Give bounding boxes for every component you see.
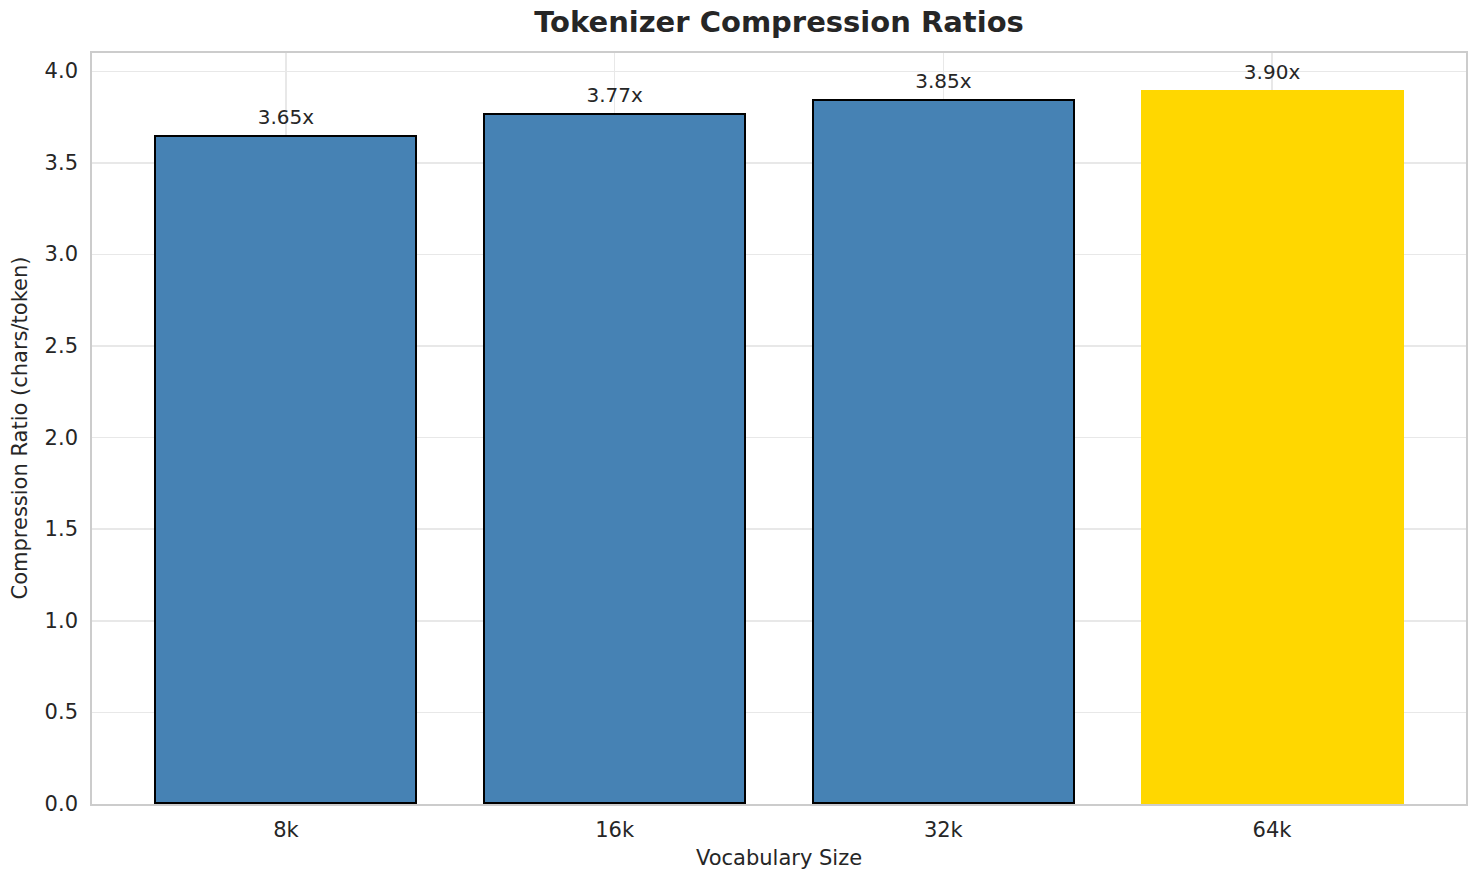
y-tick-label: 4.0 xyxy=(45,57,78,85)
x-axis-label: Vocabulary Size xyxy=(90,845,1468,871)
figure: Tokenizer Compression Ratios Compression… xyxy=(0,0,1484,885)
y-tick-label: 3.5 xyxy=(45,149,78,177)
bar-8k xyxy=(154,135,417,804)
x-tick-label: 32k xyxy=(924,816,963,844)
y-tick-label: 0.5 xyxy=(45,698,78,726)
y-tick-label: 3.0 xyxy=(45,240,78,268)
chart-title: Tokenizer Compression Ratios xyxy=(90,5,1468,39)
bar-value-label: 3.85x xyxy=(915,69,971,93)
y-axis-label: Compression Ratio (chars/token) xyxy=(8,256,32,599)
bar-value-label: 3.77x xyxy=(586,83,642,107)
bar-64k xyxy=(1141,90,1404,804)
y-tick-label: 0.0 xyxy=(45,790,78,818)
plot-area: 3.65x 3.77x 3.85x 3.90x xyxy=(90,51,1468,806)
bar-16k xyxy=(483,113,746,804)
x-tick-label: 8k xyxy=(273,816,299,844)
y-tick-label: 1.5 xyxy=(45,515,78,543)
y-tick-label: 2.5 xyxy=(45,332,78,360)
bar-32k xyxy=(812,99,1075,804)
y-tick-label: 1.0 xyxy=(45,607,78,635)
x-tick-label: 64k xyxy=(1253,816,1292,844)
x-tick-label: 16k xyxy=(595,816,634,844)
bar-value-label: 3.90x xyxy=(1244,60,1300,84)
y-tick-label: 2.0 xyxy=(45,424,78,452)
bar-value-label: 3.65x xyxy=(258,105,314,129)
